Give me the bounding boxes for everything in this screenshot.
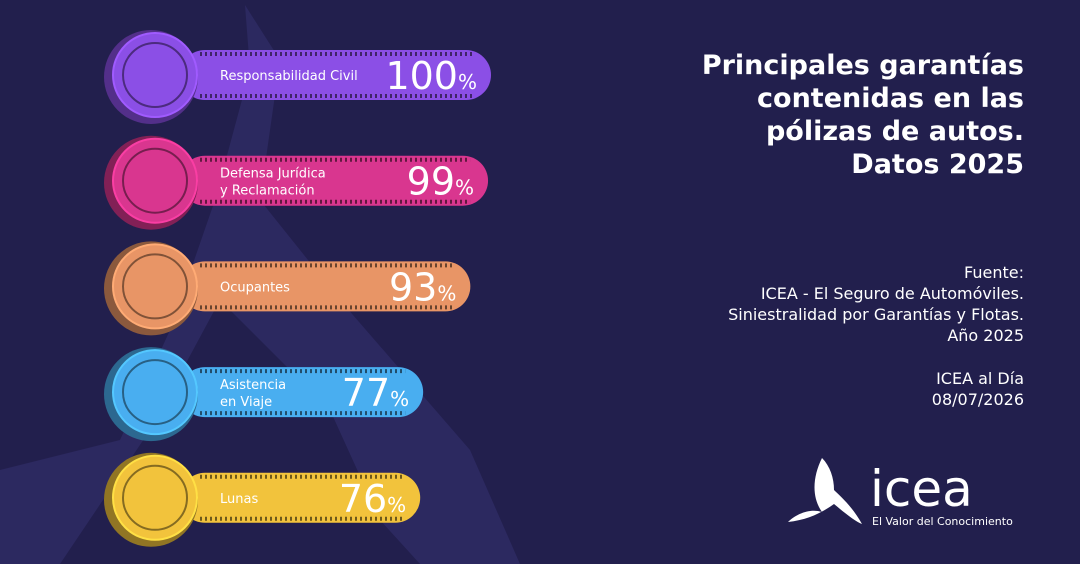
bar — [180, 367, 424, 418]
source-line: Fuente: — [964, 263, 1024, 282]
publication-line: ICEA al Día — [936, 369, 1024, 388]
title-line: Principales garantías — [702, 50, 1024, 81]
publication-line: 08/07/2026 — [932, 390, 1024, 409]
icon-circle — [112, 243, 198, 330]
value-label: 100% — [385, 54, 477, 98]
category-label: Responsabilidad Civil — [220, 69, 358, 84]
logo-mark — [788, 458, 862, 524]
value-label: 77% — [342, 371, 409, 415]
icon-inner — [122, 464, 188, 531]
category-label: Asistencia en Viaje — [220, 378, 286, 410]
icon-inner — [122, 147, 188, 214]
value-label: 93% — [389, 265, 456, 309]
bar — [180, 155, 489, 206]
icon-inner — [122, 359, 188, 426]
logo-tagline: El Valor del Conocimiento — [872, 515, 1013, 528]
bars: Responsabilidad Civil 100% Defensa Jurídic… — [104, 30, 491, 547]
icon-inner — [122, 253, 188, 320]
category-label: Ocupantes — [220, 280, 290, 295]
value-label: 99% — [407, 160, 474, 204]
icon-inner — [122, 42, 188, 108]
title-line: Datos 2025 — [851, 149, 1024, 180]
title-line: pólizas de autos. — [766, 116, 1024, 147]
source-line: ICEA - El Seguro de Automóviles. — [761, 284, 1024, 303]
icon-circle — [112, 137, 198, 224]
bar — [180, 261, 471, 312]
category-label: Defensa Jurídica y Reclamación — [220, 167, 326, 199]
bar — [180, 472, 421, 523]
icon-circle — [112, 32, 198, 118]
icon-circle — [112, 349, 198, 436]
logo-name: icea — [870, 460, 973, 518]
icon-circle — [112, 454, 198, 541]
title-line: contenidas en las — [757, 83, 1024, 114]
value-label: 76% — [339, 477, 406, 521]
source-line: Siniestralidad por Garantías y Flotas. — [728, 305, 1024, 324]
bar — [180, 50, 491, 100]
source-line: Año 2025 — [947, 326, 1024, 345]
category-label: Lunas — [220, 492, 258, 507]
